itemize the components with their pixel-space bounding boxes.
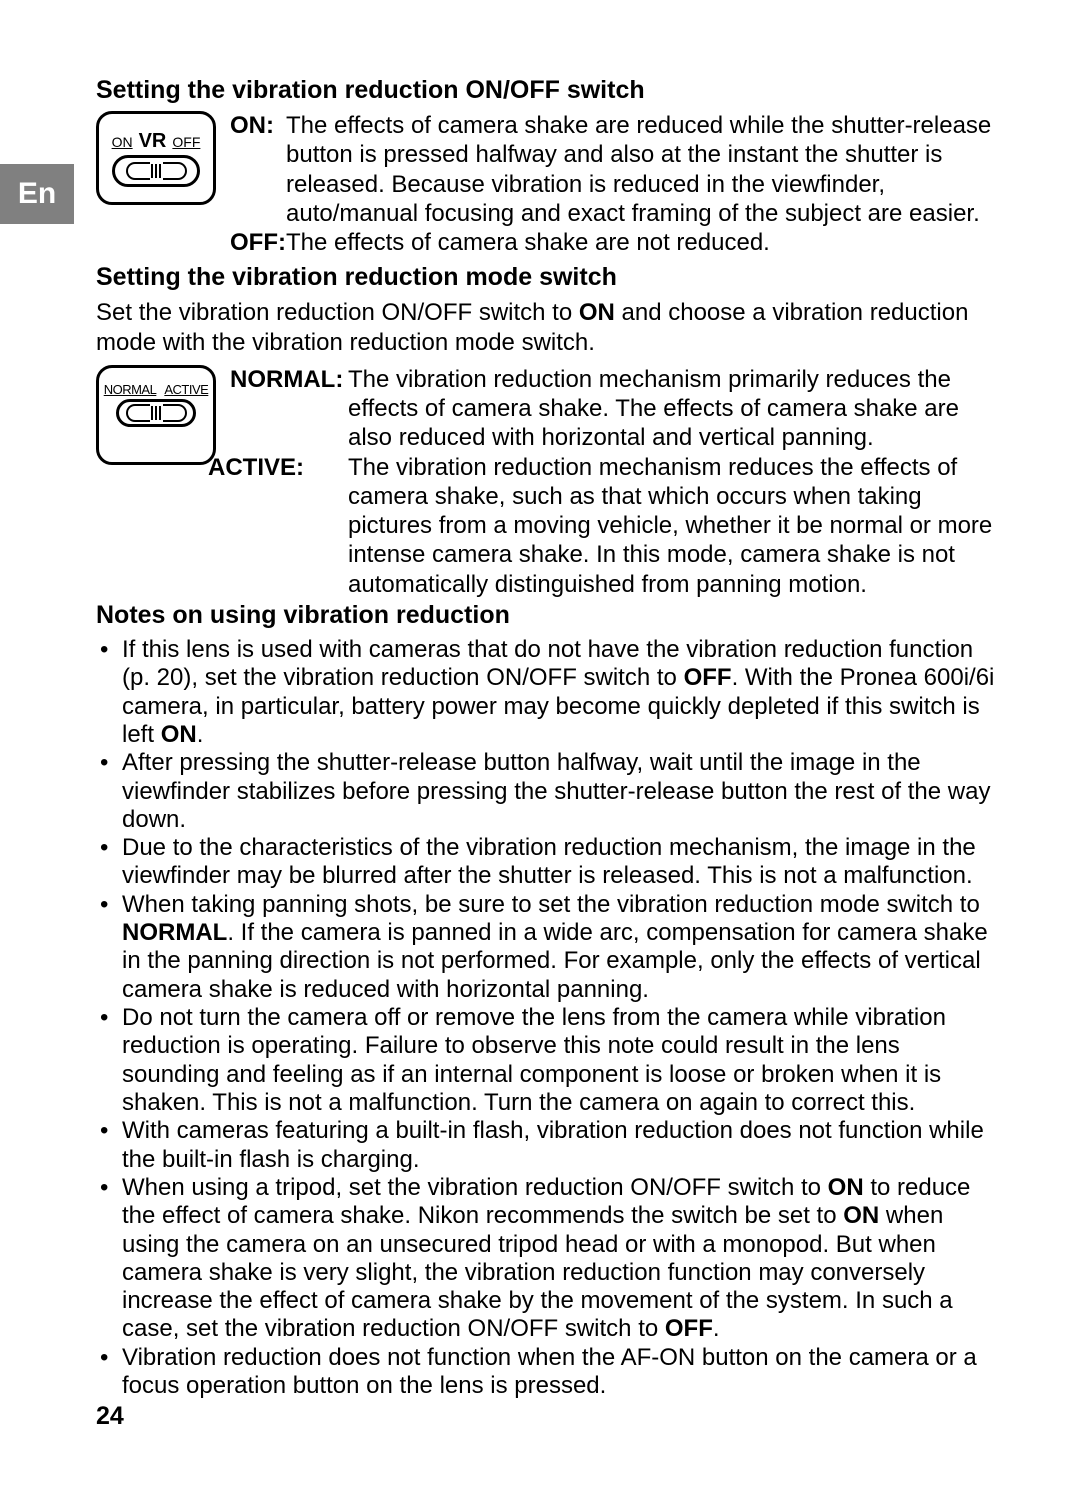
- def-body-on: The effects of camera shake are reduced …: [286, 111, 996, 228]
- onoff-definitions: ON: The effects of camera shake are redu…: [230, 111, 996, 257]
- note-bold: ON: [161, 721, 197, 748]
- switch-label-normal: NORMAL: [104, 382, 157, 397]
- switch-track-icon: [116, 399, 196, 427]
- list-item: If this lens is used with cameras that d…: [122, 636, 996, 749]
- list-item: With cameras featuring a built-in flash,…: [122, 1117, 996, 1174]
- def-body-off: The effects of camera shake are not redu…: [286, 228, 770, 257]
- list-item: Vibration reduction does not function wh…: [122, 1344, 996, 1401]
- note-bold: OFF: [665, 1315, 713, 1342]
- page-number: 24: [96, 1402, 124, 1431]
- mode-intro-bold: ON: [579, 299, 615, 326]
- list-item: After pressing the shutter-release butto…: [122, 749, 996, 834]
- mode-intro: Set the vibration reduction ON/OFF switc…: [96, 298, 996, 357]
- list-item: When using a tripod, set the vibration r…: [122, 1174, 996, 1344]
- list-item: Due to the characteristics of the vibrat…: [122, 834, 996, 891]
- note-bold: ON: [843, 1202, 879, 1229]
- notes-list: If this lens is used with cameras that d…: [96, 636, 996, 1400]
- notes-heading: Notes on using vibration reduction: [96, 601, 996, 630]
- def-term-normal: NORMAL:: [230, 365, 348, 453]
- switch-track-icon: [112, 155, 200, 187]
- note-text: . If the camera is panned in a wide arc,…: [122, 919, 988, 1003]
- switch-label-on: ON: [112, 134, 133, 150]
- note-text: When taking panning shots, be sure to se…: [122, 891, 980, 918]
- def-term-active: ACTIVE:: [196, 453, 314, 599]
- switch-label-vr: VR: [139, 130, 167, 153]
- switch-label-off: OFF: [172, 134, 200, 150]
- note-bold: ON: [828, 1174, 864, 1201]
- mode-definitions: NORMAL: The vibration reduction mechanis…: [196, 365, 996, 599]
- list-item: Do not turn the camera off or remove the…: [122, 1004, 996, 1117]
- list-item: When taking panning shots, be sure to se…: [122, 891, 996, 1004]
- mode-intro-a: Set the vibration reduction ON/OFF switc…: [96, 299, 579, 326]
- def-term-off: OFF:: [230, 228, 286, 257]
- def-body-active: The vibration reduction mechanism reduce…: [314, 453, 996, 599]
- note-bold: NORMAL: [122, 919, 227, 946]
- def-body-normal: The vibration reduction mechanism primar…: [348, 365, 996, 453]
- vr-onoff-switch-diagram: ON VR OFF: [96, 111, 216, 205]
- heading-onoff-switch: Setting the vibration reduction ON/OFF s…: [96, 76, 996, 105]
- note-text: .: [713, 1315, 720, 1342]
- language-tab: En: [0, 164, 74, 224]
- page-content: Setting the vibration reduction ON/OFF s…: [96, 76, 996, 1400]
- onoff-section: ON VR OFF ON: The effects of camera shak…: [96, 111, 996, 257]
- note-bold: OFF: [684, 664, 732, 691]
- note-text: When using a tripod, set the vibration r…: [122, 1174, 828, 1201]
- heading-mode-switch: Setting the vibration reduction mode swi…: [96, 263, 996, 292]
- mode-section: NORMAL ACTIVE NORMAL: The vibration redu…: [96, 365, 996, 599]
- note-text: .: [197, 721, 204, 748]
- def-term-on: ON:: [230, 111, 286, 228]
